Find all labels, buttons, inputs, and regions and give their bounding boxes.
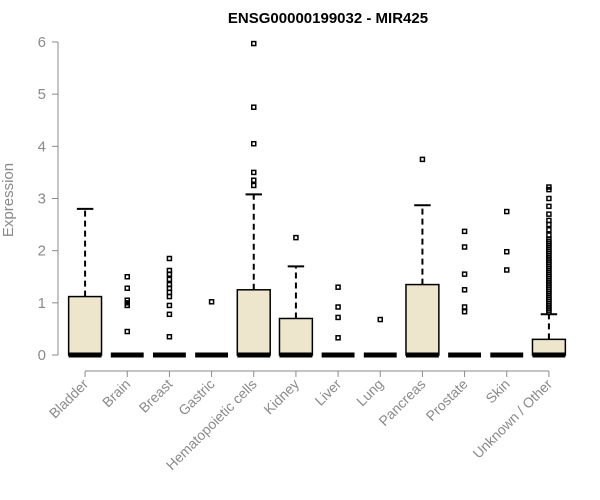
- box-7: [321, 284, 355, 358]
- outlier-point: [251, 140, 257, 147]
- outlier-point: [335, 335, 341, 341]
- outlier-point: [419, 156, 426, 163]
- box-5: [236, 40, 271, 358]
- outlier-point: [166, 311, 173, 318]
- x-category-label: Lung: [353, 376, 386, 409]
- outlier-point: [546, 184, 552, 190]
- box-6: [278, 234, 314, 358]
- outlier-point: [166, 302, 173, 309]
- outlier-point: [546, 232, 552, 238]
- outlier-point: [335, 284, 341, 290]
- x-category-label: Skin: [482, 376, 513, 407]
- y-tick-label: 5: [38, 86, 46, 103]
- outlier-point: [504, 267, 510, 273]
- x-category-label: Pancreas: [375, 376, 428, 429]
- outlier-point: [124, 328, 130, 335]
- outlier-point: [335, 304, 341, 310]
- y-tick-label: 0: [38, 347, 46, 364]
- outlier-point: [546, 211, 552, 217]
- x-category-label: Breast: [136, 376, 176, 416]
- y-tick-label: 2: [38, 243, 46, 260]
- plot-area: [67, 40, 567, 358]
- box-8: [363, 316, 397, 358]
- outlier-point: [461, 304, 468, 310]
- outlier-point: [461, 244, 468, 250]
- x-category-label: Unknown / Other: [469, 376, 555, 462]
- outlier-point: [546, 227, 552, 233]
- chart-title: ENSG00000199032 - MIR425: [228, 10, 428, 27]
- box-9: [405, 156, 440, 358]
- outlier-point: [461, 308, 468, 315]
- x-category-label: Kidney: [260, 376, 302, 418]
- outlier-point: [166, 276, 173, 283]
- outlier-point: [124, 285, 130, 291]
- outlier-point: [251, 169, 257, 176]
- outlier-point: [208, 299, 215, 305]
- x-category-label: Brain: [99, 376, 133, 410]
- outlier-point: [124, 297, 130, 303]
- y-tick-label: 6: [38, 34, 46, 51]
- box-3: [152, 255, 186, 358]
- outlier-point: [166, 289, 173, 296]
- outlier-point: [504, 248, 510, 255]
- outlier-point: [166, 255, 173, 262]
- y-tick-label: 1: [38, 295, 46, 312]
- box-body: [67, 295, 103, 356]
- y-tick-label: 4: [38, 138, 46, 155]
- x-category-label: Bladder: [46, 376, 92, 422]
- outlier-point: [166, 281, 173, 288]
- box-10: [448, 228, 482, 358]
- box-4: [195, 299, 229, 358]
- box-2: [110, 274, 144, 358]
- x-category-label: Prostate: [423, 376, 471, 424]
- outlier-point: [546, 203, 552, 210]
- y-tick-label: 3: [38, 191, 46, 208]
- outlier-point: [251, 182, 257, 189]
- box-11: [490, 208, 524, 358]
- box-1: [67, 207, 103, 358]
- outlier-point: [377, 316, 383, 323]
- box-body: [405, 283, 440, 356]
- outlier-point: [335, 314, 341, 321]
- outlier-point: [251, 177, 257, 183]
- outlier-point: [504, 208, 510, 215]
- outlier-point: [166, 267, 173, 274]
- outlier-point: [124, 274, 130, 280]
- outlier-point: [546, 195, 552, 202]
- x-category-label: Liver: [311, 376, 344, 409]
- outlier-point: [166, 333, 173, 340]
- box-body: [236, 289, 271, 356]
- outlier-point: [546, 221, 552, 228]
- outlier-point: [251, 40, 257, 47]
- outlier-point: [461, 271, 468, 277]
- outlier-point: [461, 228, 468, 235]
- outlier-point: [251, 104, 257, 110]
- outlier-point: [166, 293, 173, 300]
- box-12: [531, 184, 567, 358]
- y-axis: 0 1 2 3 4 5 6: [38, 34, 59, 364]
- outlier-point: [461, 287, 468, 293]
- y-axis-label: Expression: [0, 163, 17, 237]
- box-body: [278, 317, 314, 356]
- outlier-point: [293, 234, 299, 241]
- outlier-point: [546, 217, 552, 224]
